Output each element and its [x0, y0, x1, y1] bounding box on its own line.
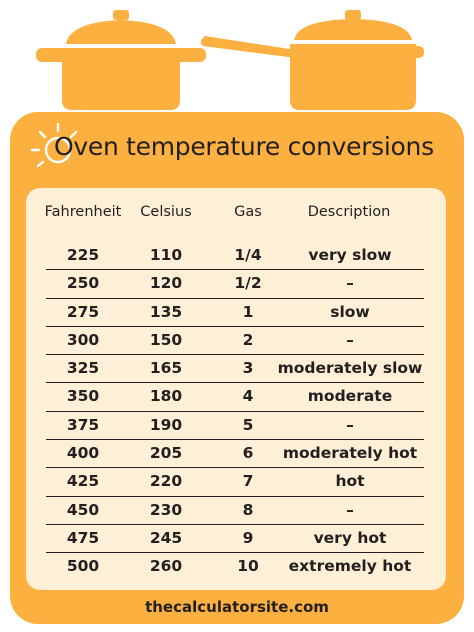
- cell-fahrenheit: 350: [66, 387, 100, 406]
- cell-celsius: 135: [149, 302, 183, 321]
- header-gas: Gas: [234, 204, 262, 220]
- cell-celsius: 150: [149, 330, 183, 349]
- cell-fahrenheit: 275: [66, 302, 100, 321]
- table-row: 275 135 1 slow: [46, 299, 424, 327]
- site-credit: thecalculatorsite.com: [145, 598, 329, 616]
- table-row: 475 245 9 very hot: [46, 525, 424, 554]
- table-row: 375 190 5 –: [46, 412, 424, 441]
- cell-celsius: 190: [149, 415, 183, 434]
- sun-icon: [30, 122, 78, 168]
- cell-description: moderately slow: [277, 359, 423, 378]
- table-row: 425 220 7 hot: [46, 468, 424, 497]
- table-body: 225 110 1/4 very slow 250 120 1/2 – 275 …: [46, 242, 424, 581]
- header-description: Description: [307, 204, 391, 220]
- cell-gas: 6: [242, 444, 254, 463]
- cell-fahrenheit: 475: [66, 528, 100, 547]
- table-row: 450 230 8 –: [46, 497, 424, 525]
- cell-description: very hot: [313, 528, 387, 547]
- cell-description: moderately hot: [282, 444, 418, 463]
- cell-description: extremely hot: [288, 557, 412, 576]
- cell-gas: 2: [242, 330, 254, 349]
- cell-celsius: 165: [149, 359, 183, 378]
- cookware-illustration: [36, 10, 424, 110]
- cell-celsius: 205: [149, 444, 183, 463]
- header-fahrenheit: Fahrenheit: [44, 204, 122, 220]
- cell-fahrenheit: 400: [66, 444, 100, 463]
- stock-pot-icon: [36, 10, 206, 110]
- cell-fahrenheit: 375: [66, 415, 100, 434]
- cell-description: –: [346, 330, 354, 349]
- cell-gas: 1/4: [234, 246, 262, 264]
- cell-fahrenheit: 300: [66, 330, 100, 349]
- header-celsius: Celsius: [140, 204, 192, 220]
- cell-fahrenheit: 325: [66, 359, 100, 378]
- table-row: 350 180 4 moderate: [46, 383, 424, 412]
- cell-celsius: 260: [149, 557, 183, 576]
- cell-gas: 7: [242, 472, 254, 491]
- cell-celsius: 220: [149, 472, 183, 491]
- cell-fahrenheit: 250: [66, 274, 100, 293]
- cell-gas: 1: [242, 302, 254, 321]
- cell-gas: 4: [242, 387, 254, 406]
- table-row: 325 165 3 moderately slow: [46, 355, 424, 384]
- cell-description: –: [346, 415, 354, 434]
- cell-fahrenheit: 225: [66, 246, 100, 264]
- cell-gas: 1/2: [234, 274, 262, 293]
- cell-gas: 5: [242, 415, 254, 434]
- table-row: 225 110 1/4 very slow: [46, 242, 424, 271]
- cell-gas: 3: [242, 359, 254, 378]
- cell-celsius: 180: [149, 387, 183, 406]
- cell-description: slow: [330, 302, 370, 321]
- cell-celsius: 110: [149, 246, 183, 264]
- cell-description: hot: [335, 472, 365, 491]
- cell-description: –: [346, 500, 354, 519]
- cell-fahrenheit: 450: [66, 500, 100, 519]
- page-title: Oven temperature conversions: [54, 132, 434, 161]
- saucepan-icon: [200, 10, 424, 110]
- cell-celsius: 245: [149, 528, 183, 547]
- cell-celsius: 120: [149, 274, 183, 293]
- cell-description: moderate: [307, 387, 393, 406]
- cell-gas: 10: [237, 557, 259, 576]
- table-row: 400 205 6 moderately hot: [46, 440, 424, 469]
- cell-description: very slow: [308, 246, 392, 264]
- cell-description: –: [346, 274, 354, 293]
- cell-gas: 8: [242, 500, 254, 519]
- table-panel: [26, 188, 446, 590]
- cell-celsius: 230: [149, 500, 183, 519]
- table-row: 300 150 2 –: [46, 327, 424, 356]
- table-header: Fahrenheit Celsius Gas Description: [26, 204, 446, 238]
- cell-fahrenheit: 500: [66, 557, 100, 576]
- table-row: 500 260 10 extremely hot: [46, 553, 424, 580]
- cell-fahrenheit: 425: [66, 472, 100, 491]
- table-row: 250 120 1/2 –: [46, 270, 424, 299]
- cell-gas: 9: [242, 528, 254, 547]
